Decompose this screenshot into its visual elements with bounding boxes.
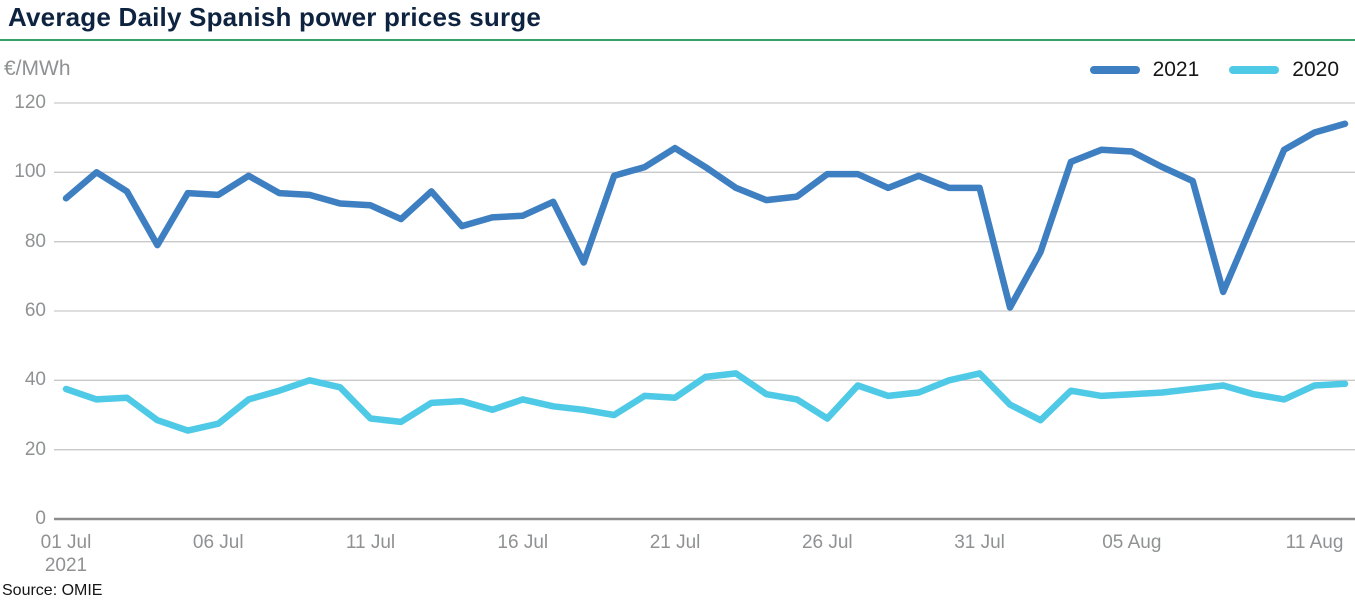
x-axis-label-05-Aug: 05 Aug [1102,532,1162,553]
legend-label-2020: 2020 [1292,58,1339,81]
y-axis-label-100: 100 [14,161,46,183]
source-note: Source: OMIE [2,582,103,599]
legend-swatch-2021 [1089,66,1140,74]
y-axis-label-40: 40 [24,369,46,391]
legend-label-2021: 2021 [1152,58,1200,81]
x-axis-label-31-Jul: 31 Jul [954,532,1005,553]
y-axis-label-60: 60 [24,300,46,321]
y-axis-label-0: 0 [35,508,46,529]
legend-swatch-2020 [1229,66,1280,74]
x-axis-label-21-Jul: 21 Jul [649,532,701,553]
x-axis-label-16-Jul: 16 Jul [497,532,549,553]
page-title: Average Daily Spanish power prices surge [8,2,542,32]
series-line-2021 [62,120,1349,311]
legend-item-2021: 2021 [1089,58,1200,82]
y-axis-label-20: 20 [24,438,46,460]
y-axis-unit-label: €/MWh [4,57,71,80]
x-axis-label-01-Jul: 01 Jul 2021 [40,532,92,576]
x-axis-label-11-Jul: 11 Jul [345,532,396,553]
x-axis-label-06-Jul: 06 Jul [192,532,244,553]
x-axis-label-26-Jul: 26 Jul [801,532,853,553]
series-line-2020 [62,370,1349,434]
y-axis-label-120: 120 [14,92,46,113]
legend-item-2020: 2020 [1229,58,1339,82]
chart-legend: 2021 2020 [1089,58,1339,82]
y-axis-label-80: 80 [24,230,46,252]
x-axis-label-11-Aug: 11 Aug [1285,532,1344,553]
title-accent-rule [0,39,1355,41]
